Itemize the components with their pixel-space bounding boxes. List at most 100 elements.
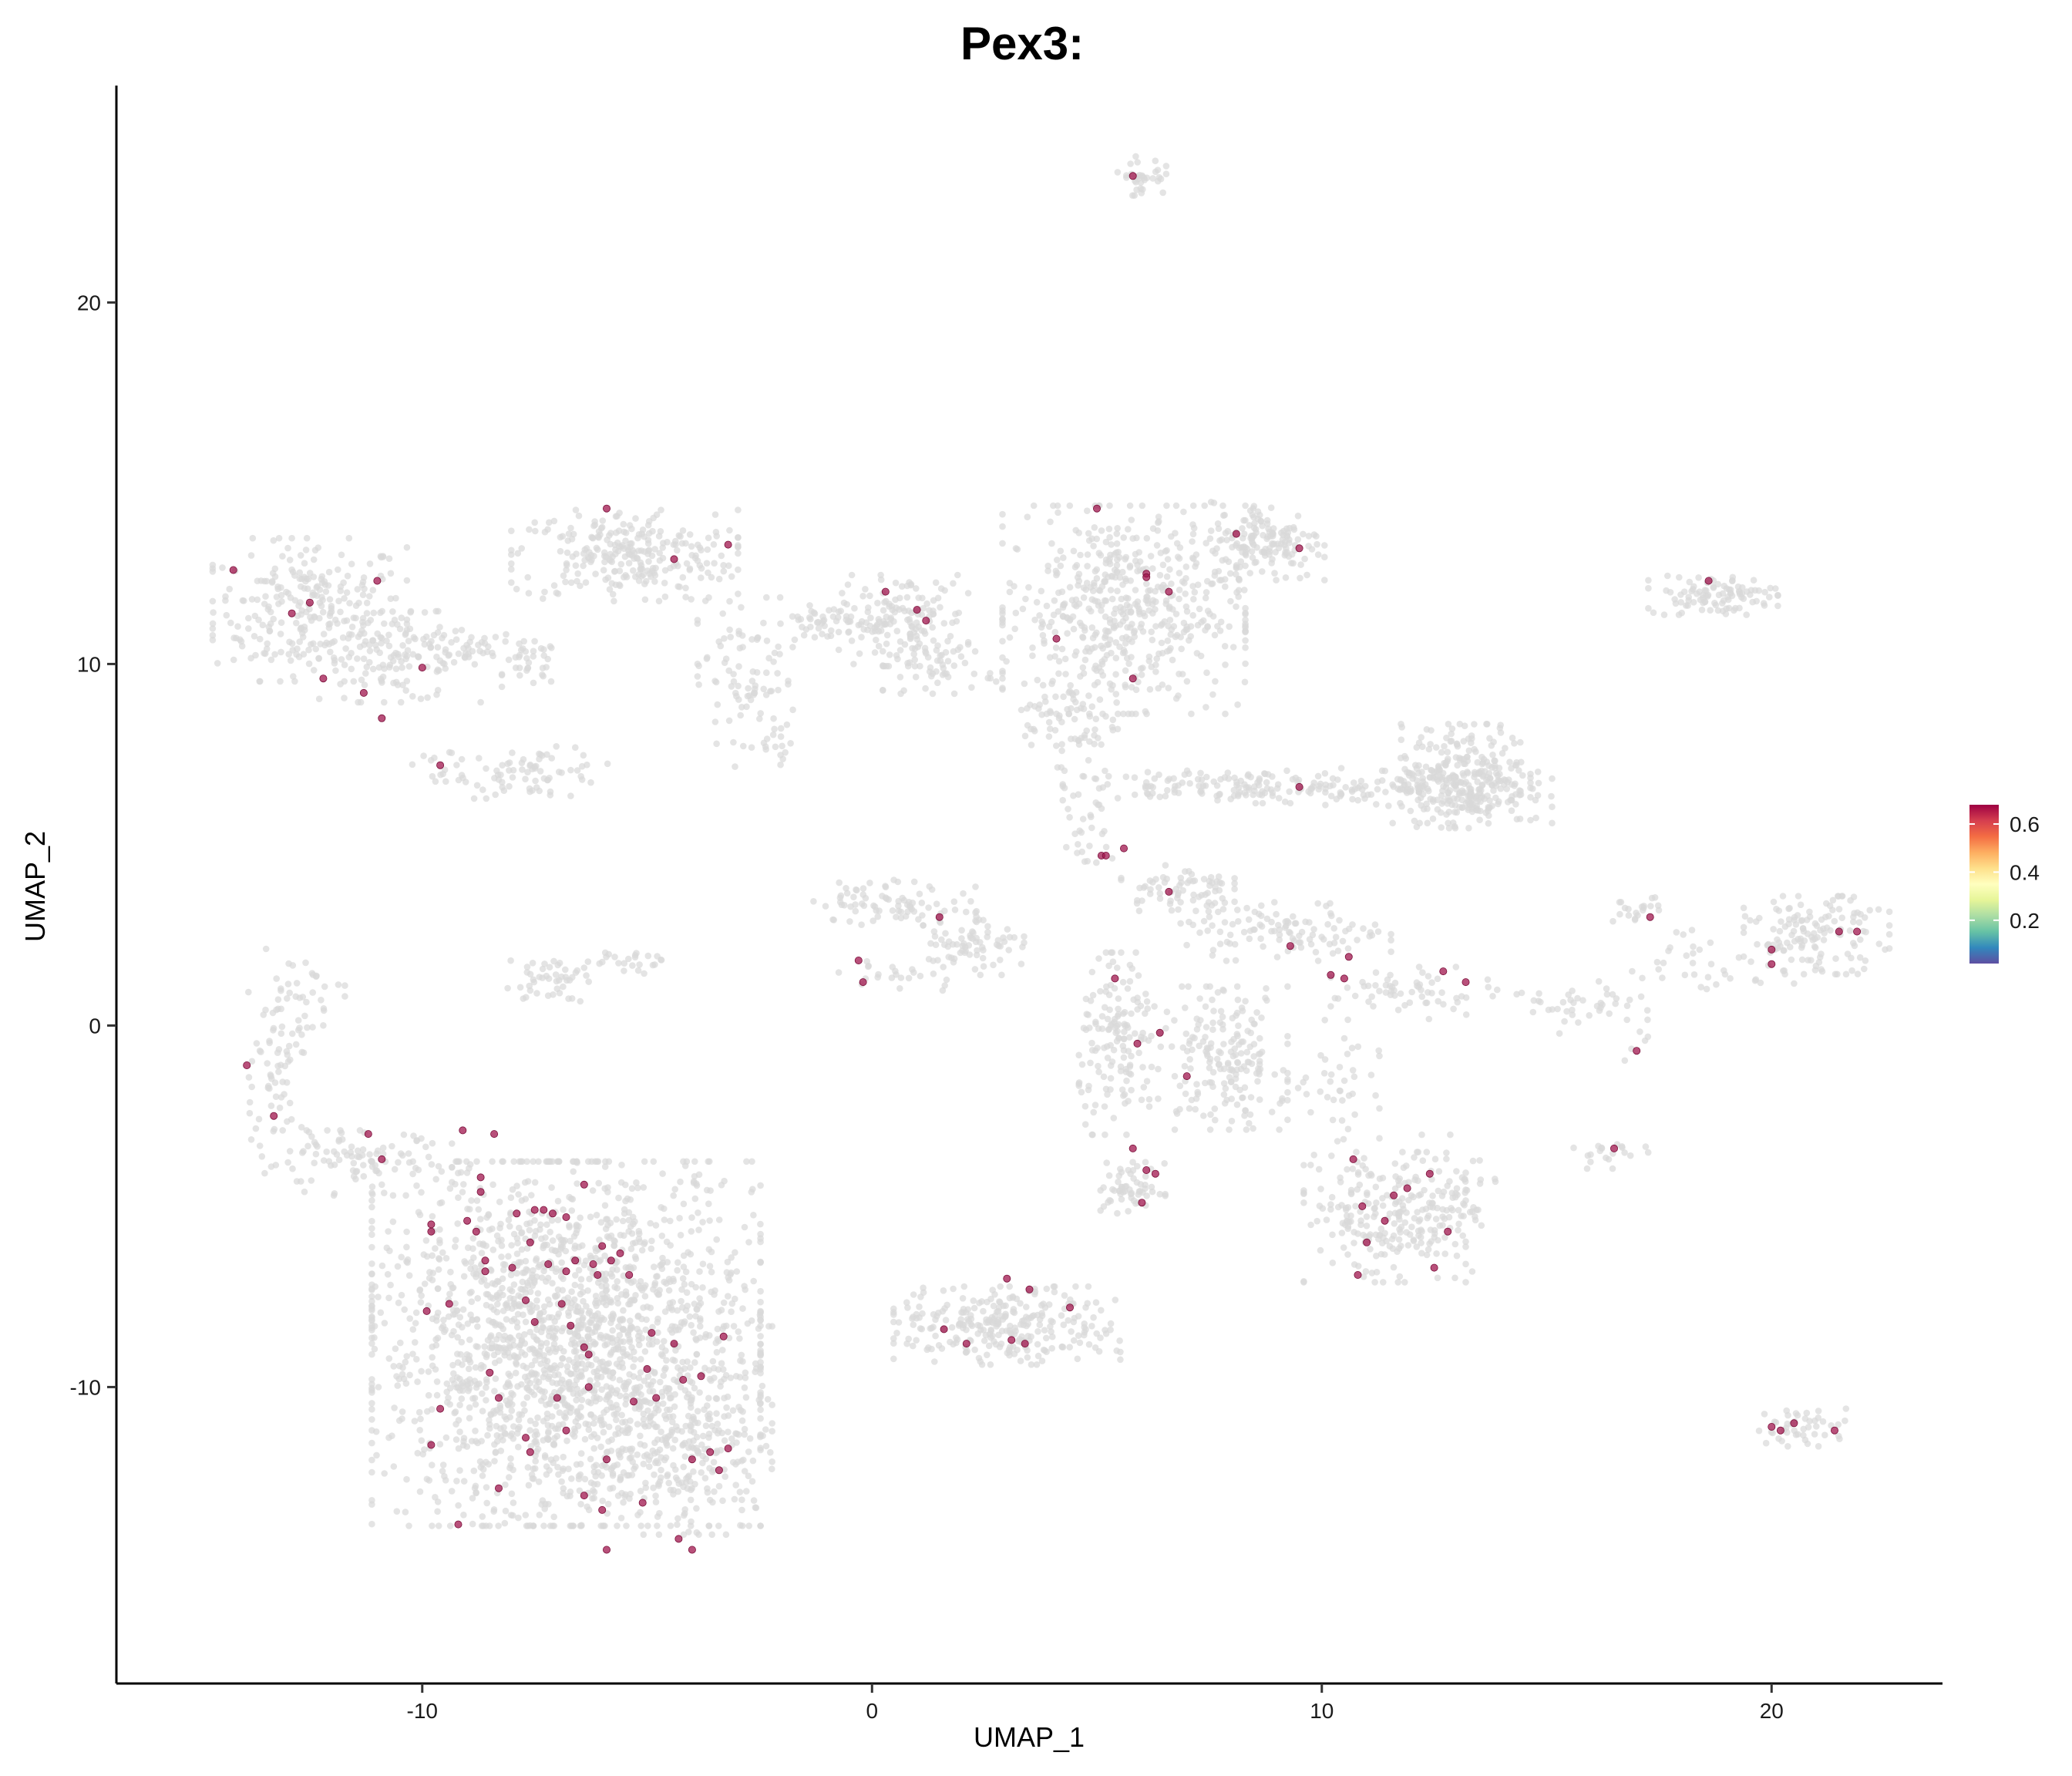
background-cell-point <box>368 637 376 644</box>
background-cell-point <box>541 528 549 536</box>
background-cell-point <box>593 544 600 552</box>
background-cell-point <box>1039 681 1047 689</box>
background-cell-point <box>1000 934 1007 941</box>
background-cell-point <box>1092 1018 1099 1026</box>
background-cell-point <box>1159 621 1166 627</box>
background-cell-point <box>1449 819 1457 826</box>
background-cell-point <box>403 616 411 624</box>
background-cell-point <box>835 608 843 615</box>
background-cell-point <box>1132 550 1139 558</box>
background-cell-point <box>1167 631 1175 638</box>
background-cell-point <box>1413 823 1421 830</box>
background-cell-point <box>1209 1026 1216 1033</box>
background-cell-point <box>484 1431 491 1439</box>
background-cell-point <box>1799 925 1807 932</box>
background-cell-point <box>1530 997 1538 1004</box>
background-cell-point <box>1202 627 1209 634</box>
background-cell-point <box>1344 1251 1351 1258</box>
background-cell-point <box>1044 562 1051 570</box>
background-cell-point <box>392 678 400 686</box>
background-cell-point <box>1256 1065 1264 1073</box>
background-cell-point <box>1246 522 1253 529</box>
background-cell-point <box>896 638 904 645</box>
background-cell-point <box>1105 1172 1113 1179</box>
background-cell-point <box>518 759 526 766</box>
background-cell-point <box>265 1082 272 1090</box>
background-cell-point <box>1240 1094 1246 1102</box>
background-cell-point <box>614 1300 621 1307</box>
background-cell-point <box>1690 583 1697 590</box>
background-cell-point <box>1332 933 1340 940</box>
background-cell-point <box>1408 988 1415 996</box>
background-cell-point <box>1126 562 1134 570</box>
background-cell-point <box>1182 1030 1190 1038</box>
background-cell-point <box>776 594 784 601</box>
background-cell-point <box>499 762 506 769</box>
background-cell-point <box>1155 1095 1162 1102</box>
background-cell-point <box>1424 805 1431 812</box>
background-cell-point <box>395 651 402 658</box>
background-cell-point <box>275 1046 283 1053</box>
background-cell-point <box>496 1198 503 1206</box>
background-cell-point <box>432 1366 439 1373</box>
background-cell-point <box>358 676 365 684</box>
background-cell-point <box>302 959 309 967</box>
background-cell-point <box>1347 1189 1355 1196</box>
background-cell-point <box>893 627 901 634</box>
background-cell-point <box>676 1215 683 1222</box>
background-cell-point <box>512 654 520 661</box>
background-cell-point <box>1455 1206 1462 1214</box>
background-cell-point <box>732 763 738 770</box>
background-cell-point <box>460 1478 468 1485</box>
background-cell-point <box>1165 622 1172 630</box>
background-cell-point <box>1203 773 1210 781</box>
background-cell-point <box>711 511 719 518</box>
background-cell-point <box>255 1115 263 1123</box>
background-cell-point <box>275 534 283 542</box>
background-cell-point <box>1122 1183 1128 1190</box>
background-cell-point <box>1011 625 1018 633</box>
background-cell-point <box>1300 530 1307 538</box>
background-cell-point <box>590 553 597 560</box>
background-cell-point <box>1175 906 1182 913</box>
background-cell-point <box>508 566 515 573</box>
background-cell-point <box>1156 571 1164 579</box>
background-cell-point <box>402 1192 409 1199</box>
background-cell-point <box>1453 1168 1460 1175</box>
background-cell-point <box>613 1416 620 1424</box>
background-cell-point <box>533 990 540 997</box>
background-cell-point <box>1647 903 1654 910</box>
background-cell-point <box>1389 781 1396 789</box>
background-cell-point <box>270 1024 278 1032</box>
background-cell-point <box>1147 886 1154 893</box>
background-cell-point <box>325 1158 333 1165</box>
background-cell-point <box>448 749 456 756</box>
background-cell-point <box>1233 603 1240 610</box>
background-cell-point <box>1208 580 1215 587</box>
background-cell-point <box>251 633 258 640</box>
background-cell-point <box>546 1325 553 1332</box>
background-cell-point <box>1209 1068 1217 1076</box>
background-cell-point <box>558 973 565 980</box>
background-cell-point <box>539 974 546 981</box>
background-cell-point <box>1142 779 1150 786</box>
background-cell-point <box>441 1328 448 1335</box>
background-cell-point <box>1603 991 1611 998</box>
background-cell-point <box>1308 785 1316 792</box>
background-cell-point <box>1132 557 1139 564</box>
background-cell-point <box>476 755 483 762</box>
background-cell-point <box>682 1268 690 1276</box>
background-cell-point <box>1036 612 1043 619</box>
background-cell-point <box>298 607 305 614</box>
background-cell-point <box>1222 710 1229 718</box>
background-cell-point <box>745 684 752 692</box>
background-cell-point <box>1800 1425 1807 1433</box>
background-cell-point <box>1125 1048 1132 1054</box>
background-cell-point <box>1357 777 1365 785</box>
background-cell-point <box>227 619 234 627</box>
background-cell-point <box>628 1185 636 1192</box>
background-cell-point <box>368 1183 376 1190</box>
background-cell-point <box>1698 606 1706 614</box>
background-cell-point <box>1575 1019 1582 1026</box>
background-cell-point <box>530 648 537 654</box>
